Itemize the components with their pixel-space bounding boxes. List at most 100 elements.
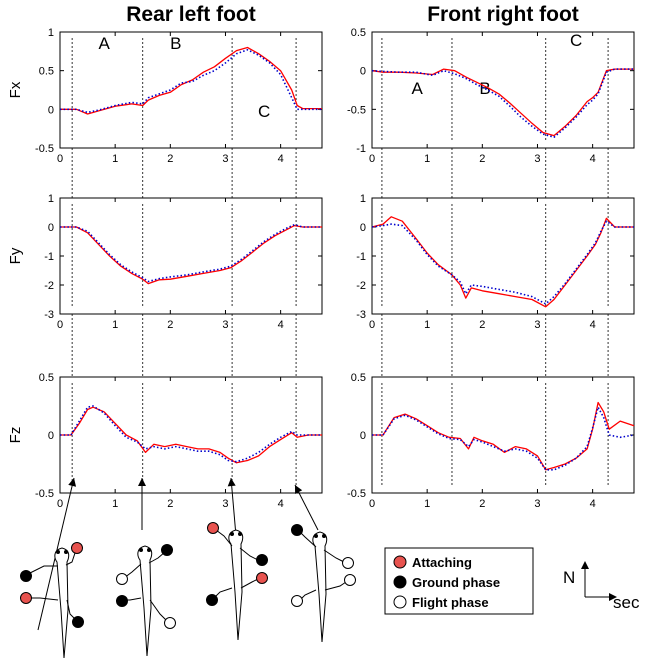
chart-title: Rear left foot (126, 3, 256, 26)
y-tick-label: 1 (48, 193, 54, 205)
y-tick-label: -0.5 (35, 488, 54, 500)
x-tick-label: 1 (424, 319, 430, 331)
series-line-solid-red (60, 224, 322, 285)
x-tick-label: 4 (278, 319, 284, 331)
legend-box (384, 547, 534, 615)
plot-frame (59, 197, 323, 315)
arrowhead-icon (68, 478, 77, 487)
y-tick-label: -1 (356, 251, 366, 263)
gecko-icon (291, 524, 356, 643)
x-tick-label: 3 (534, 153, 540, 165)
series-line-solid-red (372, 401, 635, 471)
gecko-body (312, 531, 328, 643)
gecko-body (228, 529, 244, 641)
plot-frame (59, 31, 323, 149)
y-tick-label: 0.5 (39, 66, 54, 78)
y-axis-label: Fx (7, 81, 24, 98)
x-tick-label: 1 (112, 319, 118, 331)
plot-frame (371, 197, 635, 315)
y-axis-label: Fy (7, 247, 24, 264)
arrowhead-icon (295, 485, 303, 494)
legend-marker-attaching (393, 555, 407, 569)
gecko-foot (161, 544, 173, 556)
chart-title: Front right foot (427, 3, 579, 26)
x-tick-label: 2 (167, 153, 173, 165)
gecko-icon (20, 542, 84, 659)
axis-indicator-sec: sec (613, 593, 640, 612)
gecko-leg (324, 581, 347, 591)
panel-front-fz: 0 1 2 3 40.50-0.5 (347, 372, 635, 510)
arrowhead-up-icon (581, 561, 589, 569)
gecko-eye (238, 532, 242, 536)
gecko-leg (149, 599, 168, 622)
y-tick-label: -0.5 (347, 104, 366, 116)
y-tick-label: -1 (44, 251, 54, 263)
gecko-leg (27, 565, 58, 575)
y-tick-label: 0.5 (39, 372, 54, 384)
gecko-foot (256, 572, 268, 584)
series-line-dotted-blue (60, 223, 322, 283)
plot-frame (371, 376, 635, 494)
x-tick-label: 2 (167, 319, 173, 331)
phase-label-a: A (98, 34, 110, 53)
x-tick-label: 4 (278, 498, 284, 510)
gecko-foot (71, 542, 83, 554)
legend-label-flight: Flight phase (412, 595, 489, 610)
y-tick-label: 1 (360, 193, 366, 205)
x-tick-label: 0 (369, 498, 375, 510)
legend-marker-flight (393, 595, 407, 609)
y-tick-label: -1 (356, 143, 366, 155)
legend: Attaching Ground phase Flight phase (384, 547, 534, 615)
y-tick-label: -0.5 (35, 143, 54, 155)
series-line-solid-red (371, 216, 634, 308)
series-line-dotted-blue (372, 406, 635, 471)
y-tick-label: 0.5 (351, 372, 366, 384)
y-tick-label: -0.5 (347, 488, 366, 500)
x-tick-label: 1 (112, 153, 118, 165)
series-line-dotted-blue (60, 405, 322, 463)
arrowhead-right-icon (609, 593, 617, 601)
gecko-body (54, 547, 70, 659)
plot-frame (371, 31, 635, 149)
phase-label-c: C (258, 102, 270, 121)
y-tick-label: 1 (48, 27, 54, 39)
legend-label-ground: Ground phase (412, 575, 500, 590)
gecko-foot (164, 617, 176, 629)
gecko-leg (65, 549, 77, 566)
phase-label-a: A (412, 79, 424, 98)
x-tick-label: 3 (222, 153, 228, 165)
gecko-leg (28, 597, 59, 601)
x-tick-label: 4 (278, 153, 284, 165)
gecko-diagrams (20, 522, 356, 659)
x-tick-label: 2 (167, 498, 173, 510)
x-tick-label: 0 (369, 319, 375, 331)
gecko-foot (116, 573, 128, 585)
panel-front-fy: 0 1 2 3 4 1 0 -1 -2 -3 (356, 193, 635, 331)
gecko-leg (323, 549, 345, 563)
phase-label-b: B (479, 79, 490, 98)
y-tick-label: 0 (48, 104, 54, 116)
y-tick-label: 0 (360, 430, 366, 442)
x-tick-label: 3 (222, 319, 228, 331)
gecko-foot (256, 554, 268, 566)
legend-marker-ground (393, 575, 407, 589)
phase-label-b: B (170, 34, 181, 53)
gecko-foot (20, 570, 32, 582)
panel-front-fx: Front right foot 0 1 2 3 4 0.5 0 -0.5 -1 A B C (347, 3, 635, 165)
x-tick-label: 3 (222, 498, 228, 510)
x-tick-label: 4 (590, 153, 596, 165)
x-tick-label: 1 (112, 498, 118, 510)
series-line-solid-red (371, 68, 634, 137)
x-tick-label: 4 (590, 498, 596, 510)
gecko-icon (116, 544, 176, 657)
series-line-dotted-blue (371, 220, 634, 305)
gecko-icon (206, 522, 268, 641)
x-tick-label: 3 (534, 498, 540, 510)
arrowhead-icon (227, 478, 236, 487)
arrowhead-icon (138, 478, 146, 486)
gecko-body (137, 545, 153, 657)
y-tick-label: 0 (360, 222, 366, 234)
gecko-foot (116, 595, 128, 607)
phase-label-c: C (570, 31, 582, 50)
axes-indicator: N sec (563, 561, 640, 612)
